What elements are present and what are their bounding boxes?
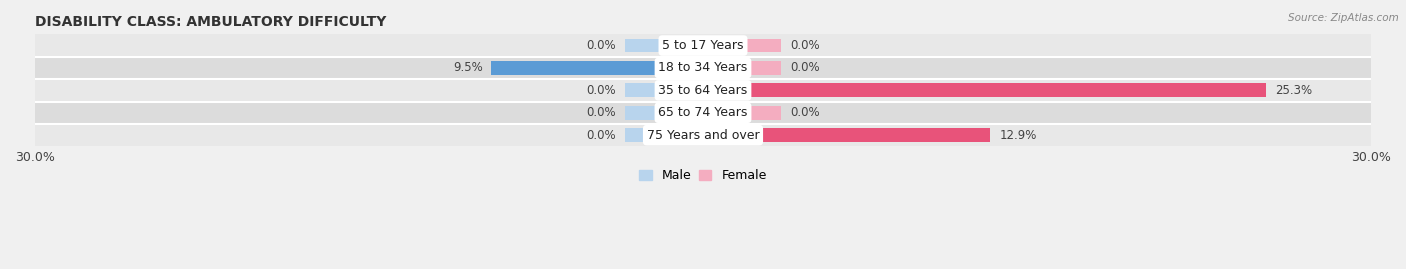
Bar <box>703 83 1267 97</box>
Text: 0.0%: 0.0% <box>586 106 616 119</box>
Bar <box>35 79 1371 101</box>
Text: 0.0%: 0.0% <box>586 84 616 97</box>
Text: 0.0%: 0.0% <box>790 106 820 119</box>
Text: 12.9%: 12.9% <box>1000 129 1036 142</box>
Bar <box>35 34 1371 57</box>
Bar <box>703 38 780 52</box>
Text: DISABILITY CLASS: AMBULATORY DIFFICULTY: DISABILITY CLASS: AMBULATORY DIFFICULTY <box>35 15 387 29</box>
Bar <box>626 38 703 52</box>
Bar <box>35 101 1371 124</box>
Bar <box>703 128 990 142</box>
Text: 0.0%: 0.0% <box>586 39 616 52</box>
Bar <box>492 61 703 75</box>
Bar <box>35 57 1371 79</box>
Bar <box>703 106 780 120</box>
Bar <box>626 83 703 97</box>
Bar <box>703 61 780 75</box>
Text: 5 to 17 Years: 5 to 17 Years <box>662 39 744 52</box>
Text: 18 to 34 Years: 18 to 34 Years <box>658 61 748 75</box>
Text: 9.5%: 9.5% <box>453 61 482 75</box>
Bar <box>35 124 1371 146</box>
Bar <box>626 128 703 142</box>
Text: Source: ZipAtlas.com: Source: ZipAtlas.com <box>1288 13 1399 23</box>
Text: 0.0%: 0.0% <box>790 39 820 52</box>
Bar <box>626 106 703 120</box>
Legend: Male, Female: Male, Female <box>634 164 772 187</box>
Text: 65 to 74 Years: 65 to 74 Years <box>658 106 748 119</box>
Text: 0.0%: 0.0% <box>586 129 616 142</box>
Text: 75 Years and over: 75 Years and over <box>647 129 759 142</box>
Text: 25.3%: 25.3% <box>1275 84 1312 97</box>
Text: 0.0%: 0.0% <box>790 61 820 75</box>
Text: 35 to 64 Years: 35 to 64 Years <box>658 84 748 97</box>
